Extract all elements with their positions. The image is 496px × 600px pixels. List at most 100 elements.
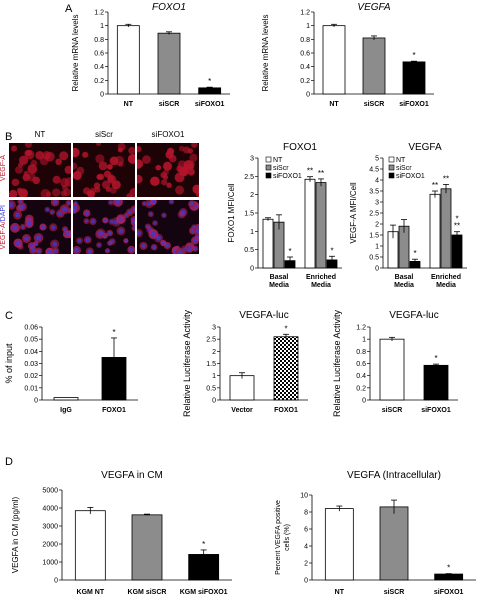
- a2-significance-star: *: [412, 51, 415, 60]
- b1-group-label: Enriched: [306, 274, 336, 281]
- a2-ytick-label: 1.2: [300, 10, 310, 17]
- b2-legend-label-nt: NT: [396, 157, 406, 164]
- b2-y-axis-label: VEGF-A MFI/Cell: [349, 182, 358, 244]
- c2-ytick-label: 0.5: [206, 385, 216, 392]
- micrograph-column-label-nt: NT: [34, 130, 46, 139]
- b2-bar-sifoxo1-enriched-media: [451, 234, 463, 269]
- d2-ytick-label: 2: [304, 561, 308, 568]
- b2-significance-star: **: [443, 174, 449, 183]
- micrograph-texture: [73, 143, 135, 197]
- a2-category-label: NT: [329, 101, 339, 108]
- c3-ytick-label: 0.6: [356, 361, 366, 368]
- d1-significance-star: *: [202, 540, 205, 549]
- d2-bar-sifoxo1: [434, 573, 464, 581]
- b1-legend-label-nt: NT: [273, 157, 283, 164]
- b1-ytick-label: 2: [250, 192, 254, 199]
- a1-bar-nt: [116, 25, 140, 95]
- b2-ytick-label: 0.5: [369, 255, 379, 262]
- a1-ytick-label: 0.8: [94, 37, 104, 44]
- a2-ytick-label: 1: [306, 23, 310, 30]
- b2-ytick-label: 4.5: [369, 167, 379, 174]
- b1-chart-title: FOXO1: [283, 142, 317, 153]
- b1-ytick-label: 1: [250, 229, 254, 236]
- c1-ytick-label: 0.05: [24, 337, 38, 344]
- c1-y-axis-label: % of input: [4, 343, 14, 384]
- d1-bar-kgm-nt: [74, 510, 106, 581]
- b1-legend-swatch-sifoxo1: [265, 172, 272, 179]
- d1-ytick-label: 2000: [42, 542, 58, 549]
- micrograph-merge-siscr: [73, 200, 135, 254]
- b2-legend-swatch-siscr: [388, 164, 395, 171]
- b2-chart-title: VEGFA: [408, 142, 442, 153]
- a2-ytick-label: 0.2: [300, 78, 310, 85]
- a1-ytick-label: 1.2: [94, 10, 104, 17]
- micrograph-merge-sifoxo1: [137, 200, 199, 254]
- c2-ytick-label: 3: [212, 325, 216, 332]
- a1-chart-title: FOXO1: [152, 2, 186, 13]
- c1-ytick-label: 0.03: [24, 361, 38, 368]
- a2-bar-siscr: [362, 37, 386, 95]
- b2-legend-label-siscr: siScr: [396, 165, 412, 172]
- c1-ytick-label: 0.06: [24, 325, 38, 332]
- b1-bar-siscr-enriched-media: [315, 182, 327, 269]
- c1-ytick-label: 0: [34, 398, 38, 405]
- micrograph-row-label-merge-blue: DAPI: [0, 205, 7, 222]
- a1-category-label: NT: [124, 101, 134, 108]
- micrograph-row-label-merge: VEGF-A/DAPI: [0, 205, 7, 249]
- c3-ytick-label: 1.2: [356, 325, 366, 332]
- b2-group-label: Basal: [395, 274, 414, 281]
- micrograph-row-label-vegfa: VEGF-A: [0, 155, 7, 182]
- d1-chart-title: VEGFA in CM: [101, 470, 163, 481]
- c3-category-label: siSCR: [382, 407, 403, 414]
- micrograph-column-label-siscr: siScr: [95, 130, 113, 139]
- a1-category-label: siFOXO1: [195, 101, 225, 108]
- micrograph-texture: [137, 143, 199, 197]
- d1-ytick-label: 4000: [42, 506, 58, 513]
- d1-ytick-label: 5000: [42, 488, 58, 495]
- micrograph-row-label-merge-red: VEGF-A/: [0, 221, 7, 250]
- b2-ytick-label: 3.5: [369, 189, 379, 196]
- b2-ytick-label: 3: [375, 200, 379, 207]
- b1-group-label: Basal: [270, 274, 289, 281]
- a1-bar-sifoxo1: [198, 87, 222, 95]
- b2-ytick-label: 1.5: [369, 233, 379, 240]
- c2-ytick-label: 2: [212, 349, 216, 356]
- b2-significance-star: *: [455, 215, 458, 224]
- b1-bar-nt-enriched-media: [304, 178, 316, 269]
- micrograph-vegfa-nt: [9, 143, 71, 197]
- a2-chart-title: VEGFA: [357, 2, 390, 13]
- a2-category-label: siSCR: [364, 101, 385, 108]
- a2-ytick-label: 0.8: [300, 37, 310, 44]
- c2-bar-foxo1: [273, 336, 299, 401]
- b2-ytick-label: 1: [375, 244, 379, 251]
- c3-ytick-label: 0.4: [356, 373, 366, 380]
- b1-group-label: Media: [311, 282, 331, 289]
- a1-category-label: siSCR: [159, 101, 180, 108]
- b1-significance-star: **: [307, 167, 313, 176]
- c1-category-label: FOXO1: [102, 407, 126, 414]
- micrograph-column-label-sifoxo1: siFOXO1: [151, 130, 185, 139]
- micrograph-merge-nt: [9, 200, 71, 254]
- d1-category-label: KGM siFOXO1: [180, 589, 228, 596]
- b2-ytick-label: 4: [375, 178, 379, 185]
- b1-legend-swatch-nt: [265, 156, 272, 163]
- d2-bar-nt: [324, 508, 354, 581]
- c1-category-label: IgG: [60, 407, 72, 414]
- b2-legend-label-sifoxo1: siFOXO1: [396, 173, 425, 180]
- a1-ytick-label: 0.6: [94, 51, 104, 58]
- c2-ytick-label: 0: [212, 398, 216, 405]
- micrograph-texture: [9, 143, 71, 197]
- c1-ytick-label: 0.01: [24, 385, 38, 392]
- b2-ytick-label: 2: [375, 222, 379, 229]
- a2-y-axis-label: Relative mRNA levels: [261, 15, 270, 92]
- a1-ytick-label: 0: [100, 92, 104, 99]
- c3-ytick-label: 0.8: [356, 349, 366, 356]
- b1-legend-label-sifoxo1: siFOXO1: [273, 173, 302, 180]
- c3-chart-title: VEGFA-luc: [389, 310, 438, 321]
- b1-ytick-label: 1.5: [244, 211, 254, 218]
- micrograph-grid: NT siScr siFOXO1: [9, 130, 201, 255]
- b2-bar-nt-enriched-media: [429, 193, 441, 269]
- panel-letter-d: D: [5, 456, 13, 468]
- c2-ytick-label: 1: [212, 373, 216, 380]
